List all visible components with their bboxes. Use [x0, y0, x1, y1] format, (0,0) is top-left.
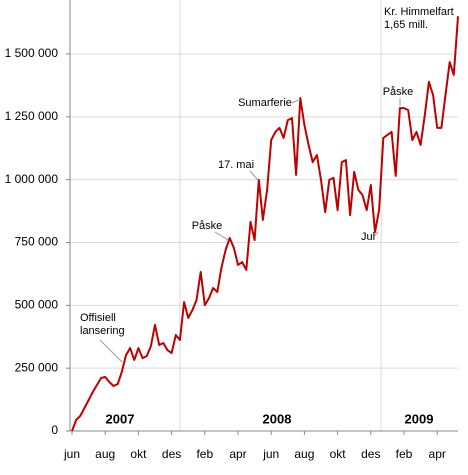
x-tick-label: aug: [95, 447, 115, 461]
year-label: 2007: [106, 411, 135, 426]
annotation-leader: [99, 339, 123, 363]
annotation: Sumarferie: [238, 97, 292, 109]
annotation: lansering: [80, 325, 125, 337]
annotation-leader: [291, 99, 299, 104]
y-tick-label: 500 000: [15, 298, 59, 312]
x-tick-label: jun: [262, 447, 279, 461]
y-tick-label: 1 250 000: [5, 109, 59, 123]
y-tick-label: 250 000: [15, 360, 59, 374]
x-tick-label: okt: [130, 447, 147, 461]
y-tick-label: 1 500 000: [5, 46, 59, 60]
annotation: Jul: [361, 231, 375, 243]
annotation: 1,65 mill.: [384, 19, 428, 31]
annotation: Kr. Himmelfart: [384, 6, 454, 18]
y-tick-label: 0: [51, 423, 58, 437]
annotation: Offisiell: [80, 312, 116, 324]
annotation-leader: [214, 231, 229, 241]
x-tick-label: des: [361, 447, 380, 461]
annotation: Påske: [383, 86, 414, 98]
annotation: 17. mai: [218, 159, 254, 171]
x-tick-label: okt: [330, 447, 347, 461]
y-tick-label: 750 000: [15, 235, 59, 249]
x-tick-label: aug: [294, 447, 314, 461]
annotation: Påske: [192, 220, 223, 232]
x-tick-label: apr: [429, 447, 446, 461]
x-tick-label: jun: [63, 447, 80, 461]
year-label: 2008: [263, 411, 292, 426]
y-tick-label: 1 000 000: [5, 172, 59, 186]
x-tick-label: feb: [196, 447, 213, 461]
x-tick-label: des: [162, 447, 181, 461]
annotation-leader: [373, 231, 379, 237]
x-tick-label: feb: [396, 447, 413, 461]
annotation-leader: [249, 170, 259, 181]
line: [71, 16, 459, 432]
year-label: 2009: [405, 411, 434, 426]
x-tick-label: apr: [229, 447, 246, 461]
